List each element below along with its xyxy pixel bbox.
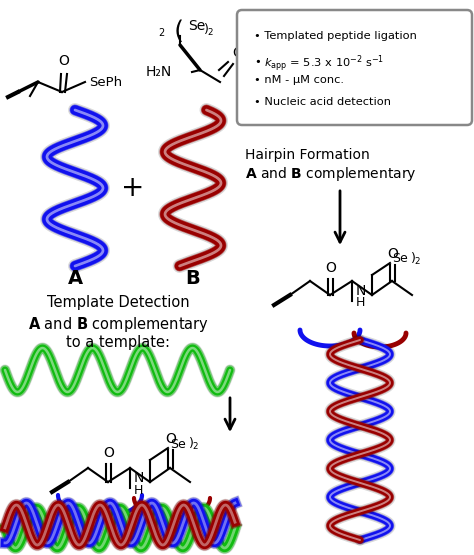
Text: $)_2$: $)_2$ (203, 22, 215, 38)
Text: O: O (165, 432, 176, 446)
Text: $)_2$: $)_2$ (188, 436, 200, 452)
Text: Hairpin Formation: Hairpin Formation (245, 148, 370, 162)
Text: H: H (356, 296, 365, 310)
Text: H₂N: H₂N (146, 65, 172, 79)
Text: O: O (388, 247, 399, 261)
Text: N: N (356, 284, 366, 298)
Text: Se: Se (188, 19, 205, 33)
Text: A: A (67, 269, 82, 287)
Text: B: B (186, 269, 201, 287)
Text: $\mathbf{A}$ and $\mathbf{B}$ complementary: $\mathbf{A}$ and $\mathbf{B}$ complement… (27, 315, 209, 334)
Text: SePh: SePh (89, 77, 122, 89)
Text: to a template:: to a template: (66, 335, 170, 350)
Text: O: O (59, 54, 69, 68)
Text: $)_2$: $)_2$ (410, 251, 421, 267)
Text: • $k_{\mathrm{app}}$ = 5.3 x 10$^{-2}$ s$^{-1}$: • $k_{\mathrm{app}}$ = 5.3 x 10$^{-2}$ s… (254, 53, 384, 74)
FancyBboxPatch shape (237, 10, 472, 125)
Text: N: N (134, 471, 145, 485)
Text: 2: 2 (159, 28, 165, 38)
Text: ): ) (170, 16, 180, 40)
Text: H: H (134, 483, 143, 497)
Text: O: O (103, 446, 114, 460)
Text: • Templated peptide ligation: • Templated peptide ligation (254, 31, 417, 41)
Text: O: O (232, 46, 243, 60)
Text: • Nucleic acid detection: • Nucleic acid detection (254, 97, 391, 107)
Text: • nM - μM conc.: • nM - μM conc. (254, 75, 344, 85)
Text: Se: Se (392, 253, 408, 265)
Text: Se: Se (170, 437, 186, 451)
Text: Template Detection: Template Detection (46, 295, 189, 310)
Text: $\mathbf{A}$ and $\mathbf{B}$ complementary: $\mathbf{A}$ and $\mathbf{B}$ complement… (245, 165, 417, 183)
Text: +: + (121, 174, 145, 202)
Text: O: O (326, 261, 337, 275)
